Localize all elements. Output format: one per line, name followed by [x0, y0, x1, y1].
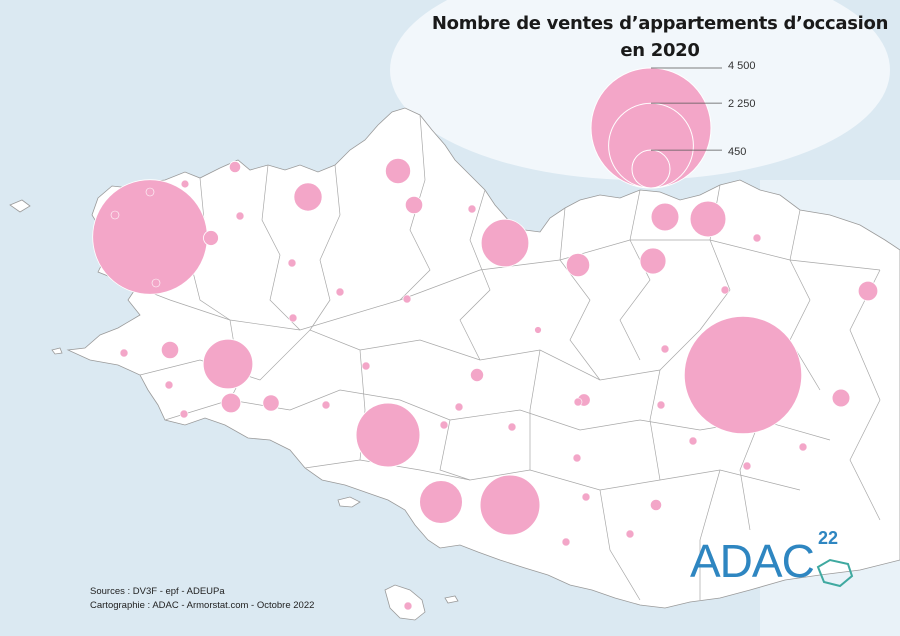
ouessant [9, 199, 31, 213]
symbol-brest [92, 179, 208, 295]
symbol-minor-17 [625, 529, 635, 539]
symbol-fougeres [857, 280, 879, 302]
symbol-redon [649, 498, 663, 512]
symbol-quimperle [262, 394, 280, 412]
symbol-minor-21 [720, 285, 730, 295]
symbol-minor-20 [656, 400, 666, 410]
legend-label-small: 450 [728, 146, 747, 158]
symbol-saint-brieuc [480, 218, 530, 268]
symbol-quimper [202, 338, 254, 390]
symbol-minor-13 [179, 409, 189, 419]
symbol-minor-2 [110, 210, 120, 220]
cartography-line: Cartographie : ADAC - Armorstat.com - Oc… [90, 600, 315, 611]
symbol-douarnenez [160, 340, 180, 360]
symbol-minor-11 [361, 361, 371, 371]
symbol-minor-22 [752, 233, 762, 243]
symbol-dinard [650, 202, 680, 232]
logo-shape-icon [816, 558, 854, 588]
houat [444, 595, 459, 604]
sources-block: Sources : DV3F - epf - ADEUPa Cartograph… [90, 585, 314, 613]
legend-label-medium: 2 250 [728, 98, 756, 110]
symbol-morlaix [293, 182, 323, 212]
symbol-minor-1 [151, 278, 161, 288]
symbol-minor-15 [288, 313, 298, 323]
legend-circle-2 [631, 149, 671, 189]
symbol-landerneau [228, 160, 242, 174]
symbol-minor-4 [235, 211, 245, 221]
logo-text: ADAC [690, 535, 815, 587]
symbol-minor-23 [688, 436, 698, 446]
symbol-auray [419, 480, 463, 524]
symbol-minor-6 [335, 287, 345, 297]
symbol-minor-12 [321, 400, 331, 410]
symbol-vannes [479, 474, 541, 536]
symbol-minor-18 [561, 537, 571, 547]
symbol-minor-5 [287, 258, 297, 268]
symbol-crozon [203, 230, 219, 246]
symbol-loudeac [534, 326, 542, 334]
symbol-dinan [639, 247, 667, 275]
symbol-minor-24 [742, 461, 752, 471]
symbol-guingamp [404, 195, 424, 215]
symbol-minor-16 [572, 453, 582, 463]
symbol-lamballe [565, 252, 591, 278]
symbol-minor-9 [439, 420, 449, 430]
ile-de-groix [337, 496, 361, 508]
adac-logo: ADAC 22 [690, 528, 870, 592]
symbol-minor-19 [581, 492, 591, 502]
symbols [92, 157, 879, 611]
symbol-minor-3 [145, 187, 155, 197]
ile-de-sein [51, 347, 63, 355]
symbol-minor-0 [119, 348, 129, 358]
symbol-minor-8 [467, 204, 477, 214]
title-line2: en 2020 [620, 40, 700, 61]
symbol-rennes [683, 315, 803, 435]
symbol-saint-malo [689, 200, 727, 238]
symbol-minor-26 [660, 344, 670, 354]
symbol-lorient [355, 402, 421, 468]
sources-line: Sources : DV3F - epf - ADEUPa [90, 586, 225, 597]
symbol-minor-7 [402, 294, 412, 304]
symbol-vitre [831, 388, 851, 408]
map-title: Nombre de ventes d’appartements d’occasi… [430, 10, 890, 64]
symbol-minor-29 [454, 402, 464, 412]
symbol-concarneau [220, 392, 242, 414]
symbol-pontivy [469, 367, 484, 382]
symbol-minor-28 [403, 601, 413, 611]
symbol-minor-14 [164, 380, 174, 390]
symbol-minor-10 [507, 422, 517, 432]
commune-borders [117, 114, 881, 601]
symbol-lannion [384, 157, 411, 184]
symbol-minor-27 [573, 397, 583, 407]
symbol-minor-25 [798, 442, 808, 452]
logo-number: 22 [818, 528, 839, 548]
legend-symbols [590, 67, 722, 189]
symbol-landivisiau [180, 179, 190, 189]
belle-ile [384, 584, 426, 621]
legend-label-large: 4 500 [728, 60, 756, 72]
title-line1: Nombre de ventes d’appartements d’occasi… [431, 13, 889, 34]
